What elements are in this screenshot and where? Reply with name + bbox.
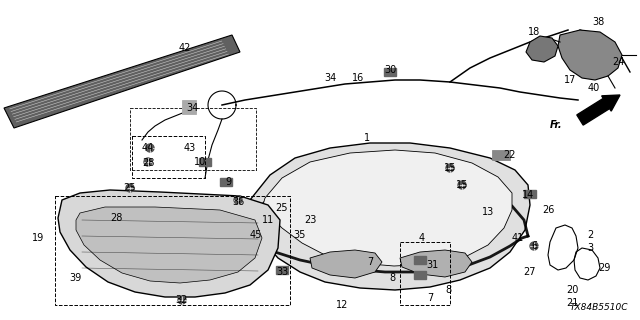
Text: 43: 43 (184, 143, 196, 153)
Text: 39: 39 (69, 273, 81, 283)
Text: 22: 22 (504, 150, 516, 160)
Text: 28: 28 (142, 158, 154, 168)
Bar (220, 178, 232, 186)
Text: 20: 20 (566, 285, 578, 295)
Text: 9: 9 (225, 177, 231, 187)
Text: TX84B5510C: TX84B5510C (570, 303, 628, 312)
Circle shape (144, 158, 152, 166)
Polygon shape (526, 36, 558, 62)
Text: 4: 4 (419, 233, 425, 243)
Polygon shape (76, 207, 262, 283)
Text: 23: 23 (304, 215, 316, 225)
Polygon shape (58, 190, 280, 297)
Text: 3: 3 (587, 243, 593, 253)
Text: 27: 27 (524, 267, 536, 277)
FancyArrow shape (577, 95, 620, 125)
Text: 14: 14 (522, 190, 534, 200)
Circle shape (126, 184, 134, 192)
Text: Fr.: Fr. (549, 120, 562, 130)
Text: 15: 15 (444, 163, 456, 173)
Bar (276, 266, 288, 274)
Text: 29: 29 (598, 263, 610, 273)
Text: 18: 18 (528, 27, 540, 37)
Text: 17: 17 (564, 75, 576, 85)
Bar (492, 150, 510, 160)
Text: 8: 8 (389, 273, 395, 283)
Bar (524, 190, 536, 198)
Text: 24: 24 (612, 57, 624, 67)
Text: 33: 33 (276, 267, 288, 277)
Polygon shape (4, 35, 240, 128)
Circle shape (458, 181, 466, 189)
Text: 31: 31 (426, 260, 438, 270)
Text: 41: 41 (512, 233, 524, 243)
Text: 13: 13 (482, 207, 494, 217)
Text: 1: 1 (364, 133, 370, 143)
Text: 44: 44 (142, 143, 154, 153)
Circle shape (146, 144, 154, 152)
Text: 6: 6 (531, 241, 537, 251)
Bar (199, 158, 211, 166)
Text: 7: 7 (427, 293, 433, 303)
Circle shape (530, 242, 538, 250)
Bar (182, 100, 196, 114)
Polygon shape (248, 143, 530, 290)
Text: 15: 15 (456, 180, 468, 190)
Text: 19: 19 (32, 233, 44, 243)
Circle shape (446, 164, 454, 172)
Text: 34: 34 (324, 73, 336, 83)
Bar (384, 68, 396, 76)
Text: 30: 30 (384, 65, 396, 75)
Text: 2: 2 (587, 230, 593, 240)
Polygon shape (310, 250, 382, 278)
Text: 38: 38 (592, 17, 604, 27)
Text: 34: 34 (186, 103, 198, 113)
Text: 25: 25 (124, 183, 136, 193)
Text: 45: 45 (250, 230, 262, 240)
Text: 21: 21 (566, 298, 578, 308)
Text: 42: 42 (179, 43, 191, 53)
Text: 8: 8 (445, 285, 451, 295)
Text: 25: 25 (276, 203, 288, 213)
Polygon shape (400, 250, 472, 277)
Text: 16: 16 (352, 73, 364, 83)
Text: 12: 12 (336, 300, 348, 310)
Bar (414, 256, 426, 264)
Text: 36: 36 (232, 197, 244, 207)
Circle shape (178, 296, 186, 304)
Text: 7: 7 (367, 257, 373, 267)
Text: 40: 40 (588, 83, 600, 93)
Circle shape (234, 196, 242, 204)
Text: 10: 10 (194, 157, 206, 167)
Text: 32: 32 (176, 295, 188, 305)
Text: 11: 11 (262, 215, 274, 225)
Polygon shape (263, 150, 512, 266)
Text: 28: 28 (110, 213, 122, 223)
Bar (414, 271, 426, 279)
Polygon shape (558, 30, 622, 80)
Text: 26: 26 (542, 205, 554, 215)
Text: 35: 35 (294, 230, 306, 240)
